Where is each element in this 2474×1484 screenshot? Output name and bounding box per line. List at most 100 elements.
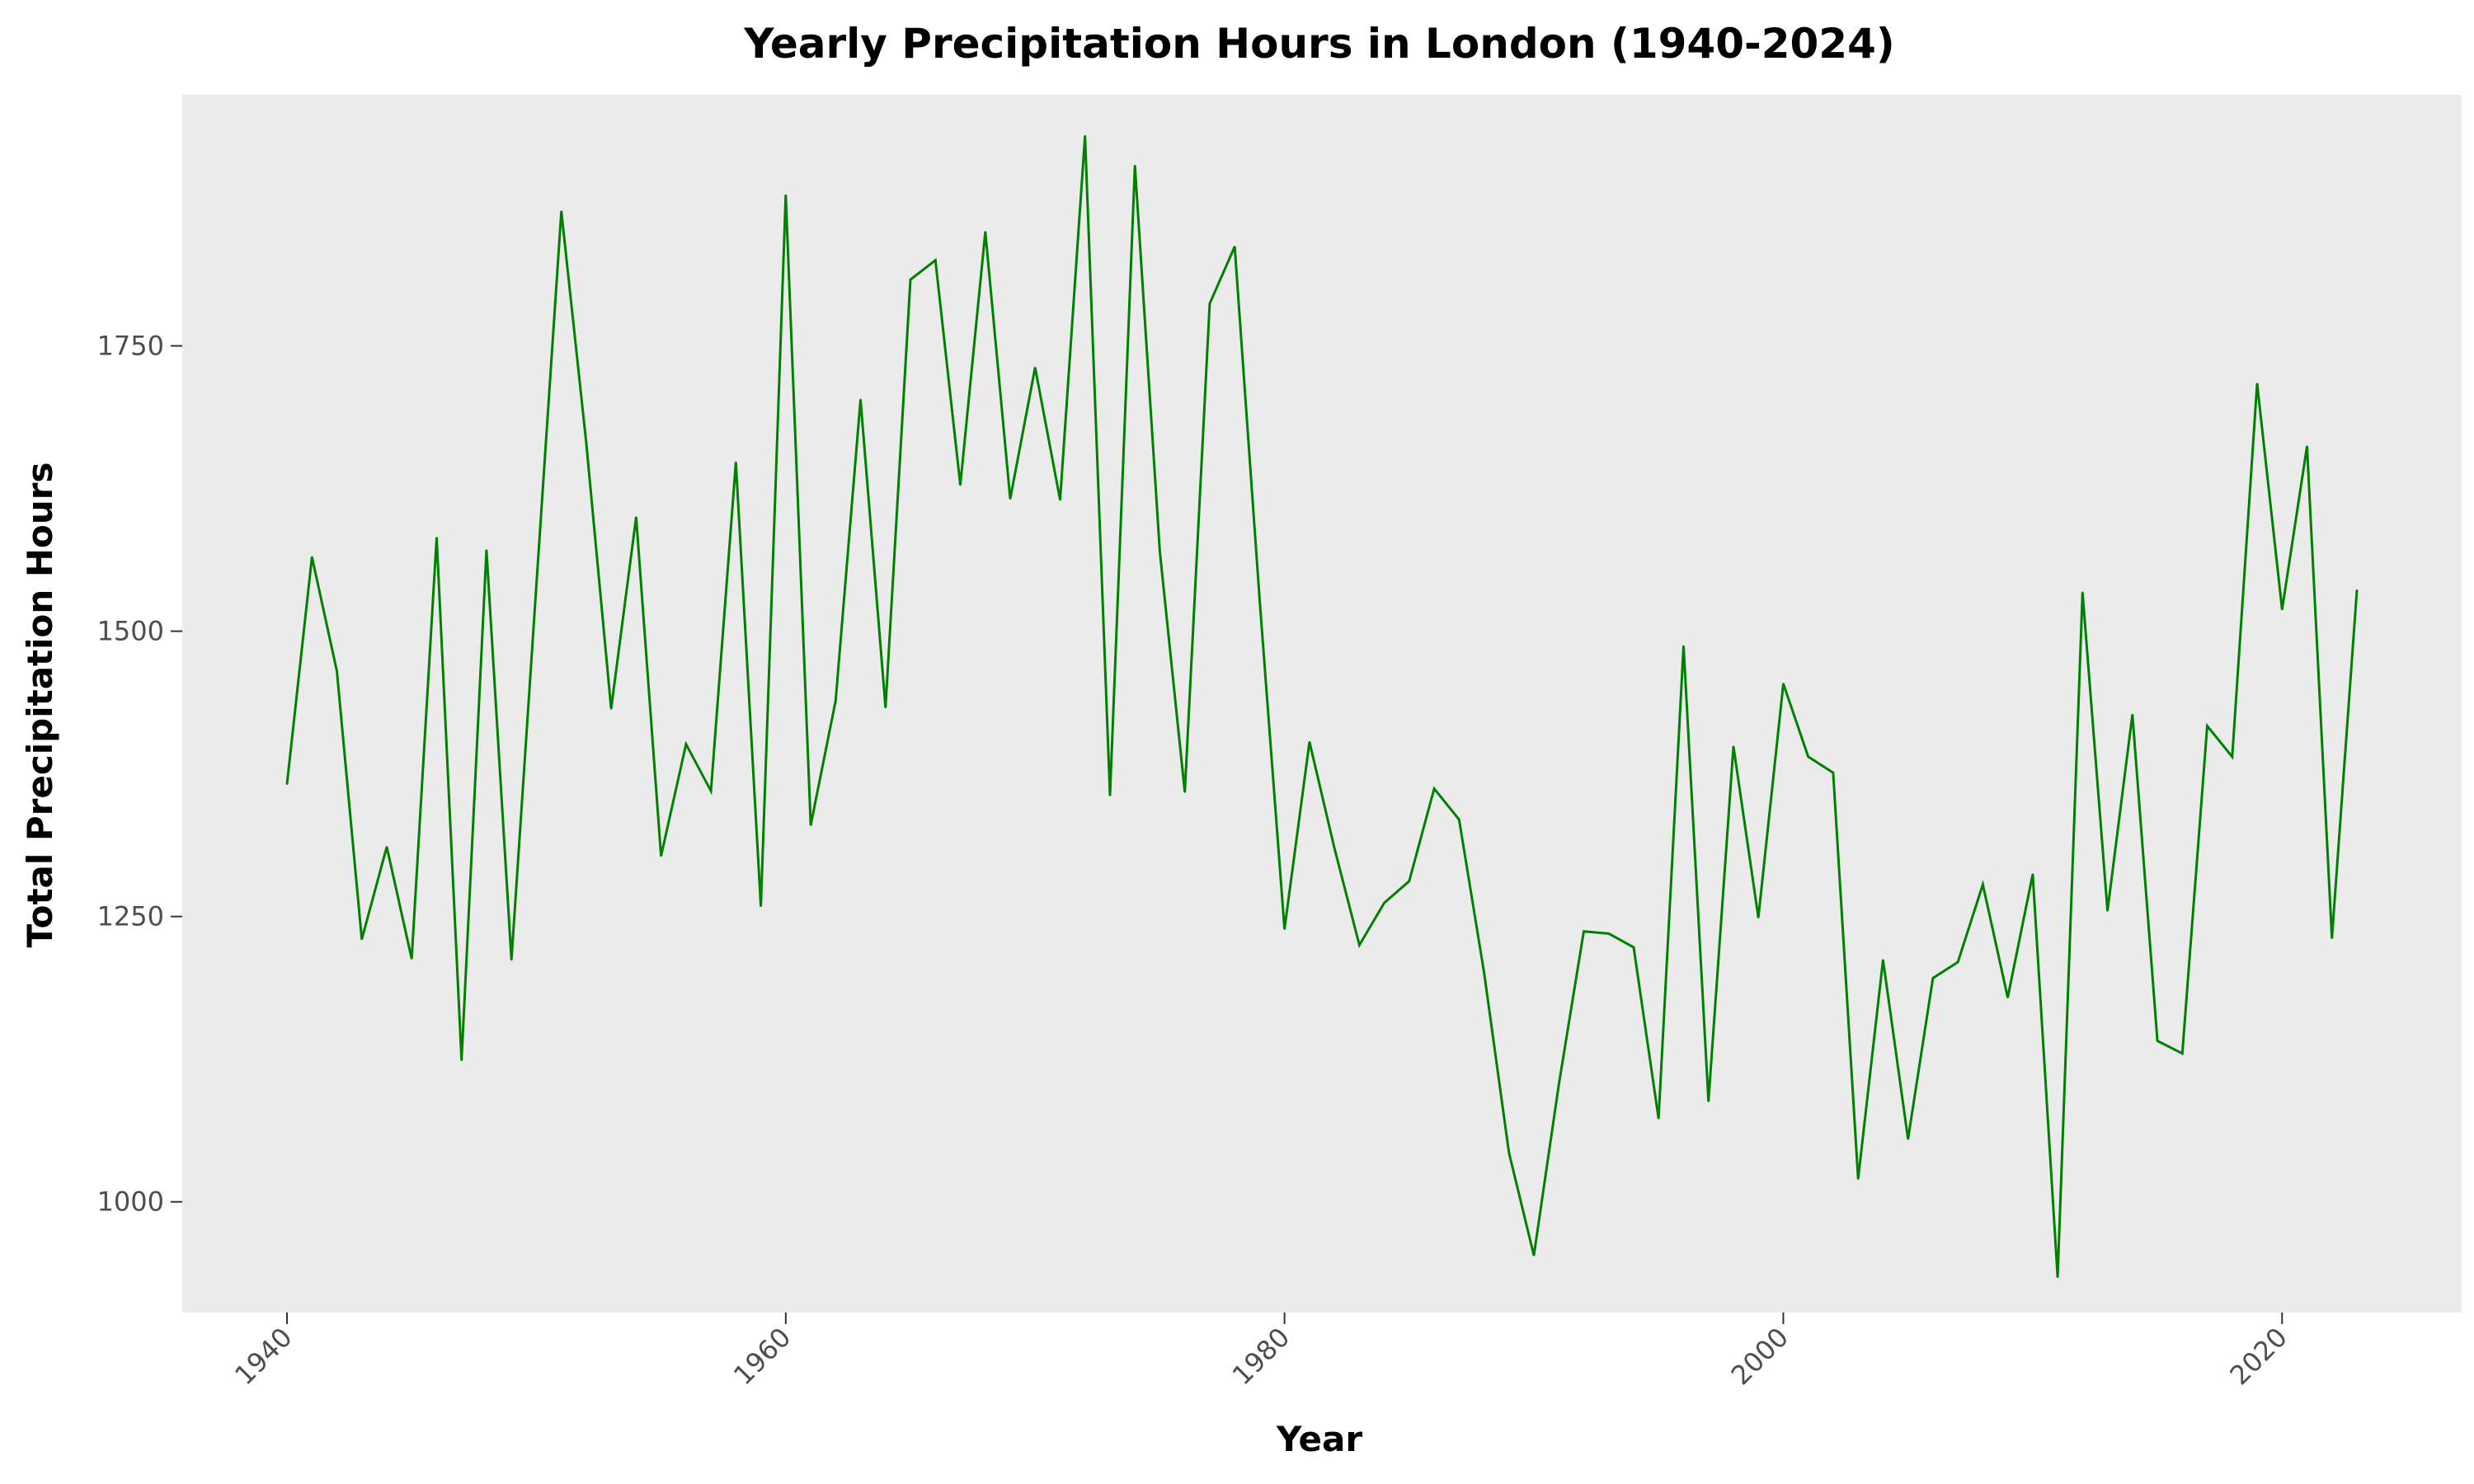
data-point-1986 [1433,787,1436,790]
data-point-2000 [1782,683,1785,685]
data-point-2019 [2256,383,2258,385]
data-point-1969 [1009,498,1011,500]
data-point-1957 [710,790,713,792]
data-point-1989 [1507,1152,1510,1154]
data-point-1947 [460,1059,463,1062]
data-point-2008 [1982,883,1984,885]
series-vertices [286,134,2358,1279]
data-point-1955 [660,855,662,857]
data-point-1999 [1757,917,1760,918]
data-point-2002 [1832,772,1834,774]
y-tick-label: 1000 [97,1186,164,1218]
y-axis: 1000 1250 1500 1750 [97,331,182,1218]
data-point-1995 [1658,1117,1660,1120]
data-point-1953 [610,707,613,710]
precipitation-series-line [285,135,2359,1278]
data-point-1962 [835,700,837,702]
data-point-2017 [2206,725,2208,727]
data-point-2014 [2131,713,2133,716]
data-point-1960 [784,194,787,196]
data-point-1945 [411,957,413,960]
data-point-2022 [2331,937,2333,939]
data-point-1952 [585,442,587,444]
data-point-1965 [910,279,911,281]
data-point-1990 [1533,1254,1535,1256]
data-point-1993 [1607,932,1610,935]
y-tick-label: 1250 [97,901,164,932]
data-point-1958 [735,461,737,463]
data-point-1998 [1733,745,1734,748]
data-point-2013 [2106,909,2109,912]
data-point-1975 [1159,550,1161,552]
data-point-1981 [1308,740,1310,743]
data-point-1966 [934,259,937,261]
y-tick-label: 1500 [97,616,164,647]
y-tick-label: 1750 [97,331,164,362]
data-point-1941 [311,556,313,558]
data-point-1983 [1358,944,1361,946]
data-point-1968 [984,231,986,233]
x-tick-label: 2020 [2223,1322,2293,1391]
x-axis: 1940 1960 1980 2000 2020 [228,1313,2293,1391]
data-point-2016 [2181,1052,2184,1054]
data-point-1974 [1134,164,1136,167]
data-point-2010 [2031,873,2034,876]
data-point-1977 [1208,303,1211,305]
data-point-1991 [1558,1083,1560,1086]
data-point-1943 [360,938,363,941]
data-point-2015 [2157,1040,2159,1042]
plot-panel [182,95,2462,1313]
data-point-1956 [684,743,687,745]
data-point-1959 [760,905,762,908]
x-axis-label: Year [1276,1419,1362,1459]
data-point-1984 [1383,902,1385,904]
data-point-1944 [386,846,388,848]
data-point-2021 [2306,445,2308,448]
data-point-1987 [1458,819,1460,820]
data-point-2005 [1907,1138,1909,1140]
data-point-1949 [510,959,513,961]
data-point-1976 [1183,791,1186,793]
data-point-1946 [435,537,438,539]
data-point-1950 [535,585,538,587]
data-point-2020 [2281,608,2284,611]
data-point-2009 [2006,996,2009,998]
data-point-2007 [1957,961,1959,963]
data-point-2003 [1857,1178,1860,1180]
data-point-1979 [1258,598,1261,600]
data-point-1978 [1234,246,1236,248]
data-point-1996 [1682,645,1685,647]
data-point-2018 [2231,755,2233,758]
data-point-2004 [1882,959,1884,961]
data-point-1964 [884,707,887,709]
data-point-1985 [1408,880,1410,882]
x-tick-label: 1960 [727,1322,797,1391]
data-point-1948 [485,549,487,552]
x-tick-label: 1940 [228,1322,298,1391]
data-point-1972 [1084,134,1086,137]
data-point-1942 [336,670,338,672]
data-point-1940 [286,783,288,786]
chart-title: Yearly Precipitation Hours in London (19… [743,20,1895,68]
data-point-2011 [2057,1276,2059,1279]
data-point-1971 [1059,499,1061,501]
data-point-1967 [959,484,962,486]
data-point-2012 [2081,591,2084,594]
data-point-1988 [1483,971,1485,974]
data-point-1992 [1583,930,1585,932]
data-point-2006 [1931,977,1934,979]
data-point-1963 [859,398,862,401]
data-point-1980 [1283,928,1286,930]
data-point-1982 [1333,847,1336,849]
data-point-1954 [635,516,637,519]
data-point-1961 [810,824,812,826]
y-axis-label: Total Precipitation Hours [20,463,60,948]
data-point-1997 [1707,1100,1710,1102]
data-point-2023 [2356,589,2358,591]
x-tick-label: 1980 [1226,1322,1296,1391]
data-point-1970 [1034,366,1037,369]
data-point-1973 [1109,794,1111,796]
data-point-1994 [1633,946,1634,948]
x-tick-label: 2000 [1725,1322,1794,1391]
